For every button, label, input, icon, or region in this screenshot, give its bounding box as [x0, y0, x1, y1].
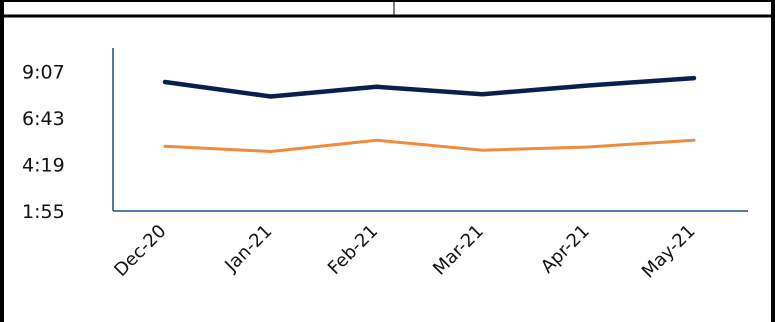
x-tick-label: Apr-21 — [537, 221, 594, 278]
series-line-1 — [162, 75, 697, 99]
y-tick-label: 6:43 — [22, 108, 65, 130]
series-line-2 — [163, 138, 696, 153]
x-tick-label: May-21 — [638, 221, 700, 283]
x-tick-label: Dec-20 — [110, 221, 170, 281]
x-tick-label: Jan-21 — [220, 221, 276, 277]
x-tick-label: Mar-21 — [429, 221, 488, 280]
y-tick-label: 1:55 — [22, 201, 65, 223]
y-tick-label: 4:19 — [22, 154, 65, 176]
x-tick-label: Feb-21 — [324, 221, 382, 279]
y-tick-label: 9:07 — [22, 61, 65, 83]
